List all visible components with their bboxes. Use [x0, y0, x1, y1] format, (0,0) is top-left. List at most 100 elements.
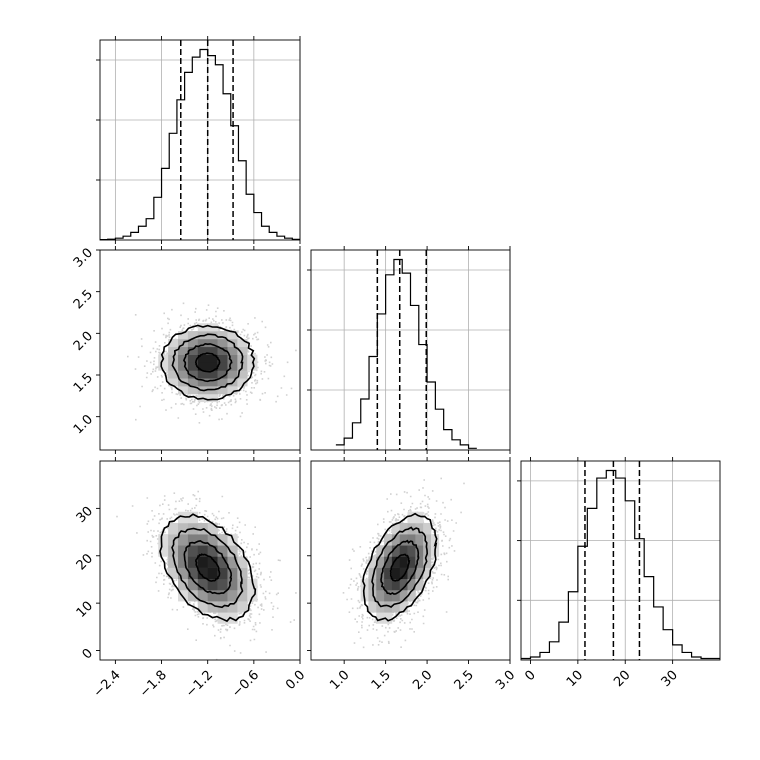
density-cell	[368, 567, 377, 580]
density-cell	[207, 354, 218, 363]
density-cell	[178, 545, 189, 557]
density-cell	[399, 545, 408, 557]
density-cell	[187, 338, 199, 348]
density-cell	[384, 534, 393, 546]
contour-line	[159, 513, 257, 623]
density-cell	[197, 567, 208, 580]
density-cell	[178, 331, 189, 340]
density-cell	[207, 601, 218, 613]
density-cell	[178, 386, 189, 395]
x-tick-label: 1.0	[327, 668, 352, 693]
density-cell	[391, 556, 401, 568]
density-cell	[399, 522, 408, 535]
y-tick-label: 30	[74, 504, 96, 526]
x-tick-label: 2.0	[410, 668, 435, 693]
density-cell	[415, 556, 424, 568]
density-cell	[217, 354, 228, 363]
density-cell	[207, 346, 218, 355]
density-cell	[391, 522, 401, 535]
density-cell	[237, 601, 248, 613]
density-cell	[391, 567, 401, 580]
density-cell	[207, 556, 218, 568]
density-cell	[217, 612, 228, 624]
density-cell	[227, 362, 238, 371]
density-cell	[197, 362, 208, 371]
density-cell	[207, 522, 218, 535]
y-tick-label: 3.0	[71, 245, 96, 270]
density-cell	[376, 556, 385, 568]
density-cell	[197, 545, 208, 557]
density-cell	[391, 534, 401, 546]
density-cell	[407, 567, 416, 580]
density-cell	[207, 534, 218, 546]
density-cell	[168, 346, 179, 355]
density-cell	[415, 522, 424, 535]
x-tick-label: 1.5	[369, 668, 394, 693]
density-cell	[430, 534, 440, 546]
density-cell	[423, 556, 432, 568]
contour-line	[194, 553, 221, 582]
contour-line	[160, 324, 256, 401]
y-tick-label: 2.0	[71, 329, 96, 354]
density-cell	[227, 354, 238, 363]
x-tick-label: 3.0	[493, 668, 518, 693]
density-cell	[178, 511, 189, 524]
density-cell	[391, 578, 401, 591]
density-cell	[391, 589, 401, 602]
density-cell	[415, 578, 424, 591]
density-cell	[415, 511, 424, 524]
density-cell	[415, 534, 424, 546]
density-cell	[237, 578, 248, 591]
density-cell	[376, 612, 385, 624]
density-cell	[207, 578, 218, 591]
density-cell	[207, 393, 218, 403]
density-cell	[207, 589, 218, 602]
x-tick-label: −2.4	[91, 668, 124, 701]
density-cell	[217, 338, 228, 348]
density-cell	[227, 589, 238, 602]
density-cell	[384, 545, 393, 557]
density-cell	[217, 378, 228, 387]
density-cell	[187, 511, 199, 524]
density-cell	[415, 567, 424, 580]
density-cell	[207, 567, 218, 580]
density-cell	[407, 545, 416, 557]
density-cell	[178, 578, 189, 591]
density-cell	[376, 567, 385, 580]
x-tick-label: 20	[611, 668, 633, 690]
histogram-background	[100, 40, 300, 240]
density-cell	[217, 362, 228, 371]
density-panel-1-2	[307, 457, 511, 664]
density-cell	[178, 522, 189, 535]
density-cell	[178, 346, 189, 355]
histogram-axes-1	[310, 249, 511, 451]
x-tick-label: 2.5	[452, 668, 477, 693]
density-cell	[168, 556, 179, 568]
density-cell	[407, 578, 416, 591]
density-cell	[237, 346, 248, 355]
density-cell	[227, 346, 238, 355]
density-cell	[237, 338, 248, 348]
y-tick-label: 2.5	[71, 287, 96, 312]
density-cell	[187, 346, 199, 355]
density-axes-0-1	[99, 249, 301, 451]
density-cell	[227, 567, 238, 580]
density-cell	[217, 589, 228, 602]
density-cell	[207, 545, 218, 557]
density-cell	[158, 534, 169, 546]
density-cell	[207, 370, 218, 379]
density-cell	[384, 589, 393, 602]
density-cell	[423, 522, 432, 535]
density-cell	[207, 362, 218, 371]
density-cell	[391, 601, 401, 613]
density-cell	[384, 567, 393, 580]
contour-line	[183, 539, 233, 595]
density-cell	[187, 534, 199, 546]
x-tick-label: 10	[564, 668, 586, 690]
density-panel-0-2	[96, 457, 301, 664]
density-cell	[384, 612, 393, 624]
density-cell	[187, 378, 199, 387]
density-cell	[197, 601, 208, 613]
density-cell	[217, 534, 228, 546]
density-cell	[187, 589, 199, 602]
